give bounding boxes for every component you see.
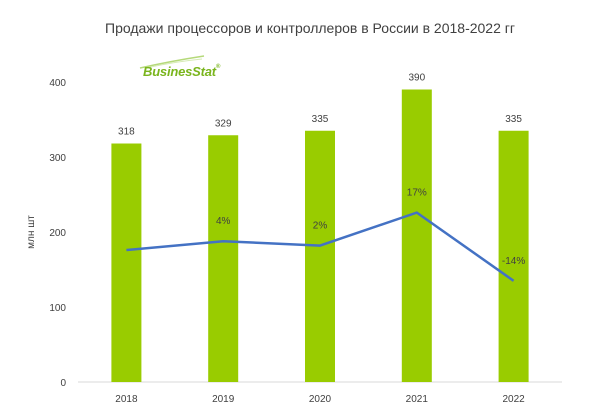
brand-logo: BusinesStat® <box>143 64 220 79</box>
bar-value-label: 390 <box>408 73 425 84</box>
brand-logo-reg: ® <box>215 64 221 70</box>
y-tick-label: 0 <box>60 378 66 389</box>
growth-value-label: 4% <box>216 216 231 227</box>
x-tick-label: 2021 <box>406 394 429 405</box>
y-axis-label: млн шт <box>26 215 37 249</box>
y-tick-label: 100 <box>49 303 66 314</box>
bar <box>208 135 239 382</box>
logo-swoosh-icon <box>139 55 205 69</box>
y-axis-ticks: 0 100 200 300 400 <box>49 78 66 389</box>
bar-value-label: 335 <box>312 114 329 125</box>
bar-series <box>111 89 529 382</box>
bar-value-label: 318 <box>118 127 135 138</box>
x-tick-label: 2019 <box>212 394 235 405</box>
bar-value-label: 329 <box>215 118 232 129</box>
bar <box>111 143 142 382</box>
chart-title: Продажи процессоров и контроллеров в Рос… <box>105 20 515 36</box>
bar-value-label: 335 <box>505 114 522 125</box>
growth-labels: 4% 2% 17% -14% <box>216 188 525 267</box>
growth-line <box>126 211 515 282</box>
growth-value-label: 2% <box>313 221 328 232</box>
growth-value-label: -14% <box>502 256 525 267</box>
x-tick-label: 2020 <box>309 394 332 405</box>
bar <box>401 89 432 382</box>
bar <box>305 130 335 382</box>
x-tick-label: 2022 <box>502 394 525 405</box>
y-tick-label: 400 <box>49 78 66 89</box>
growth-value-label: 17% <box>407 188 427 199</box>
x-tick-label: 2018 <box>115 394 138 405</box>
y-tick-label: 200 <box>49 228 66 239</box>
bar-value-labels: 318 329 335 390 335 <box>118 73 522 138</box>
bar <box>498 130 529 382</box>
y-tick-label: 300 <box>49 153 66 164</box>
brand-logo-text: BusinesStat <box>143 64 216 79</box>
x-axis-ticks: 2018 2019 2020 2021 2022 <box>115 394 525 405</box>
